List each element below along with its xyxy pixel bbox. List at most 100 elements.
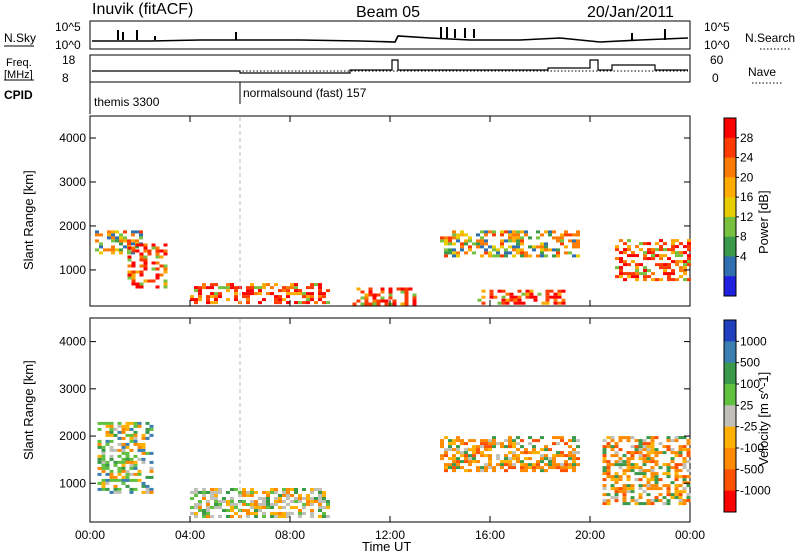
velocity-cell [145, 436, 150, 440]
velocity-region-1 [190, 488, 330, 518]
velocity-cell [202, 488, 206, 491]
velocity-cell [548, 457, 552, 461]
velocity-cell [246, 491, 250, 494]
velocity-cell [572, 463, 576, 467]
velocity-cell [464, 457, 468, 461]
velocity-cell [121, 430, 126, 434]
velocity-cell [129, 478, 134, 482]
velocity-cell [666, 472, 671, 476]
power-cell [400, 287, 405, 291]
power-cell [525, 289, 530, 293]
power-cell [647, 251, 651, 255]
power-cell [163, 267, 168, 271]
cpid-segment-2: normalsound (fast) 157 [243, 86, 367, 100]
velocity-cell [540, 454, 544, 458]
velocity-cell [626, 436, 631, 440]
power-cell [557, 295, 562, 299]
power-cell [163, 243, 168, 247]
power-cell [647, 257, 651, 261]
velocity-cell [654, 499, 659, 503]
power-cell [143, 246, 148, 250]
velocity-cell [286, 494, 290, 497]
power-cell [516, 239, 520, 243]
velocity-cell [105, 439, 110, 443]
power-cell [500, 233, 504, 237]
power-cell [635, 266, 639, 270]
x-tick-label: 08:00 [275, 528, 305, 542]
nsearch-tick-bottom: 10^0 [704, 38, 730, 52]
power-cell [364, 293, 369, 297]
power-cell [517, 301, 522, 305]
velocity-cell [678, 445, 683, 449]
velocity-cell [472, 454, 476, 458]
velocity-cell [222, 497, 226, 500]
velocity-cell [210, 491, 214, 494]
power-cell [540, 245, 544, 249]
velocity-cell [105, 442, 110, 446]
power-cell [139, 282, 144, 286]
velocity-cell [145, 430, 150, 434]
power-cell [131, 242, 135, 246]
power-cell [246, 286, 250, 290]
power-region-0 [95, 230, 143, 255]
velocity-cell [606, 499, 611, 503]
power-cell [135, 270, 140, 274]
velocity-cell [650, 484, 655, 488]
velocity-cell [218, 515, 222, 518]
power-cell [544, 254, 548, 258]
velocity-cell [488, 466, 492, 470]
velocity-cell [286, 503, 290, 506]
power-cell [278, 298, 282, 302]
power-cell [548, 248, 552, 252]
velocity-cell [476, 466, 480, 470]
velocity-cell [137, 421, 142, 425]
velocity-cell [658, 478, 663, 482]
power-cell [667, 248, 671, 252]
velocity-cell [618, 490, 623, 494]
velocity-cell [488, 463, 492, 467]
velocity-cell [322, 500, 326, 503]
velocity-cell [310, 515, 314, 518]
power-cell [230, 286, 234, 290]
power-cell [572, 254, 576, 258]
power-cell [552, 236, 556, 240]
velocity-cell [666, 487, 671, 491]
power-cell [258, 292, 262, 296]
velocity-cell [646, 460, 651, 464]
velocity-cell [117, 436, 122, 440]
velocity-cell [678, 463, 683, 467]
power-cell [683, 245, 687, 249]
velocity-cell [109, 448, 114, 452]
power-cell [368, 287, 373, 291]
power-cell [298, 289, 302, 293]
velocity-cell [314, 500, 318, 503]
velocity-cell [294, 506, 298, 509]
power-cell [481, 289, 486, 293]
power-cell [444, 251, 448, 255]
velocity-cell [576, 439, 580, 443]
velocity-cell [101, 454, 106, 458]
power-cell [119, 239, 123, 243]
power-cell [198, 289, 202, 293]
velocity-cell [650, 442, 655, 446]
velocity-cell [532, 451, 536, 455]
velocity-cell [282, 494, 286, 497]
velocity-cell [678, 469, 683, 473]
power-cell [131, 233, 135, 237]
velocity-cell [326, 515, 330, 518]
power-cell [139, 273, 144, 277]
velocity-cell [500, 445, 504, 449]
power-cell [456, 236, 460, 240]
velocity-cell [568, 457, 572, 461]
velocity-cell [246, 503, 250, 506]
power-cell [508, 233, 512, 237]
power-cell [480, 254, 484, 258]
velocity-cell [266, 497, 270, 500]
velocity-cell [674, 463, 679, 467]
velocity-y-tick-label: 2000 [59, 429, 86, 443]
power-cell [139, 243, 144, 247]
freq-line [92, 59, 688, 74]
power-cell [234, 295, 238, 299]
power-cell [135, 239, 139, 243]
velocity-cell [129, 427, 134, 431]
